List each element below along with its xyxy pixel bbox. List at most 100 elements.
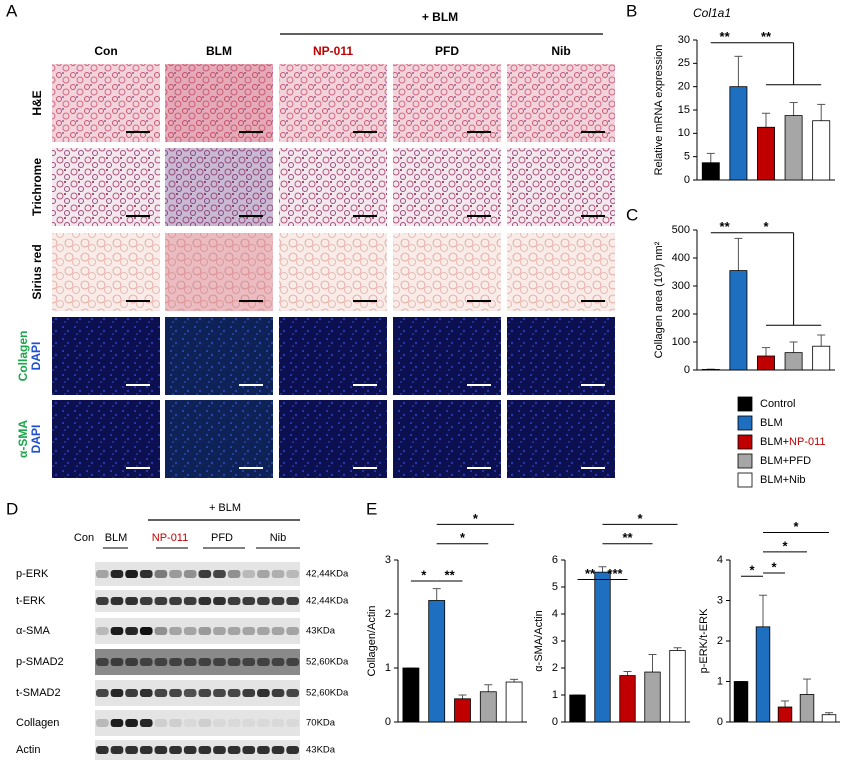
panel-label: B (626, 1, 637, 20)
micrograph (279, 148, 387, 226)
group-label: + BLM (209, 502, 241, 514)
bar (729, 270, 748, 371)
band (169, 627, 182, 635)
band (257, 627, 270, 635)
micrograph (52, 64, 160, 142)
bar (701, 369, 720, 371)
band (257, 570, 270, 578)
micrograph (165, 233, 273, 311)
size-label: 52,60KDa (306, 688, 349, 699)
band (213, 719, 226, 727)
band (125, 627, 138, 635)
band (242, 658, 256, 666)
micrograph (279, 317, 387, 395)
micrograph (165, 317, 273, 395)
band (227, 597, 241, 605)
panel-label: A (6, 1, 18, 20)
significance-label: * (473, 511, 479, 526)
size-label: 43KDa (306, 745, 336, 756)
band (96, 597, 109, 605)
band (169, 719, 182, 727)
lane-label: Con (74, 532, 94, 544)
micrograph (507, 317, 615, 395)
band (257, 658, 270, 666)
band (257, 597, 270, 605)
band (227, 746, 241, 754)
band (242, 689, 256, 697)
lane-label: PFD (211, 532, 233, 544)
y-tick-label: 5 (684, 151, 690, 163)
y-tick-label: 300 (672, 280, 690, 292)
legend-swatch (737, 415, 753, 431)
band (96, 689, 109, 697)
band (213, 570, 226, 578)
row-label: H&E (30, 90, 44, 115)
protein-label: α-SMA (16, 625, 51, 637)
significance-label: * (637, 511, 643, 526)
band (169, 597, 182, 605)
row-label-main: α-SMA (16, 420, 30, 458)
band (213, 597, 226, 605)
y-tick-label: 2 (552, 662, 558, 674)
micrograph (507, 233, 615, 311)
band (125, 719, 138, 727)
band (183, 746, 197, 754)
protein-label: p-ERK (16, 568, 49, 580)
significance-label: * (763, 219, 769, 234)
band (242, 570, 256, 578)
band (139, 658, 153, 666)
band (271, 719, 285, 727)
panel-label: D (6, 499, 18, 518)
band (286, 689, 299, 697)
band (286, 627, 299, 635)
y-tick-label: 200 (672, 308, 690, 320)
band (213, 746, 226, 754)
band (154, 597, 168, 605)
legend-swatch (737, 396, 753, 412)
column-header: BLM (206, 44, 232, 58)
micrograph (393, 233, 501, 311)
band (139, 689, 153, 697)
band (139, 597, 153, 605)
size-label: 42,44KDa (306, 596, 349, 607)
legend-label: BLM+Nib (760, 474, 806, 486)
band (198, 746, 212, 754)
bar (733, 681, 749, 723)
micrograph (52, 148, 160, 226)
legend-highlight: NP-011 (789, 436, 825, 448)
significance-label: ** (720, 219, 731, 234)
band (271, 689, 285, 697)
column-header: PFD (435, 44, 459, 58)
band (286, 597, 299, 605)
bar (505, 681, 523, 723)
size-label: 43KDa (306, 626, 336, 637)
y-tick-label: 500 (672, 224, 690, 236)
protein-label: Collagen (16, 717, 59, 729)
band (154, 719, 168, 727)
significance-label: * (749, 563, 755, 578)
row-label-main: Collagen (16, 331, 30, 382)
size-label: 52,60KDa (306, 657, 349, 668)
panel-label: C (626, 205, 638, 224)
band (286, 746, 299, 754)
micrograph (165, 148, 273, 226)
row-label-sub: DAPI (29, 425, 43, 454)
row-label: Sirius red (30, 244, 44, 299)
y-tick-label: 1 (385, 662, 391, 674)
band (198, 570, 212, 578)
bar (821, 714, 837, 723)
band (110, 597, 124, 605)
legend-text: BLM+PFD (760, 455, 811, 467)
significance-label: * (782, 538, 788, 553)
band (110, 658, 124, 666)
micrograph (52, 317, 160, 395)
band (271, 627, 285, 635)
size-label: 70KDa (306, 718, 336, 729)
protein-label: p-SMAD2 (16, 656, 64, 668)
y-axis-label: Collagen/Actin (366, 606, 378, 677)
band (183, 689, 197, 697)
band (110, 689, 124, 697)
band (96, 658, 109, 666)
band (213, 689, 226, 697)
fibrosis-tint (165, 400, 273, 478)
